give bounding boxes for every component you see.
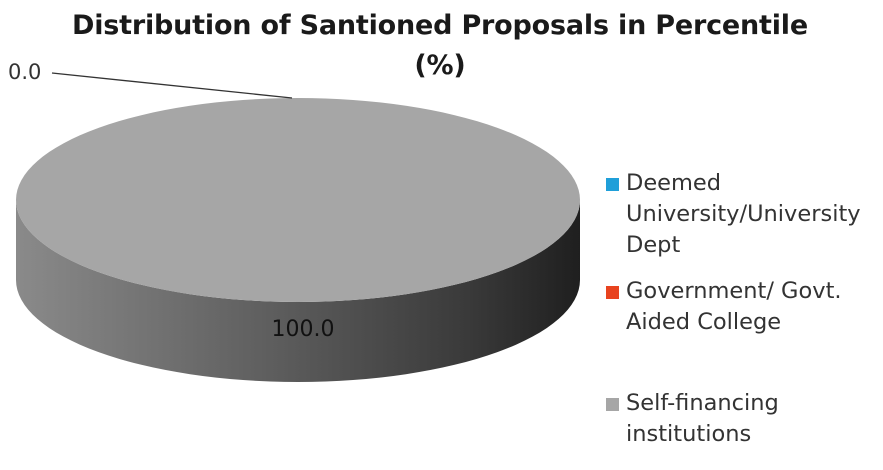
legend-swatch-red (606, 286, 619, 299)
legend-item-self-financing: Self-financing institutions (606, 388, 878, 450)
zero-label-leader-line (51, 72, 293, 99)
legend-label: Government/ Govt. Aided College (626, 278, 842, 335)
legend-label: Self-financing institutions (626, 390, 779, 447)
data-label-hundred: 100.0 (272, 317, 335, 342)
chart-legend: Deemed University/University Dept Govern… (606, 168, 878, 450)
legend-item-government-college: Government/ Govt. Aided College (606, 276, 878, 338)
legend-label: Deemed University/University Dept (626, 170, 861, 258)
data-label-zero: 0.0 (8, 60, 41, 84)
pie-slice-self-financing-top (16, 98, 580, 302)
legend-swatch-blue (606, 178, 619, 191)
legend-item-deemed-university: Deemed University/University Dept (606, 168, 878, 261)
legend-swatch-gray (606, 398, 619, 411)
pie-slice-self-financing-side (16, 200, 580, 382)
chart-title-line1: Distribution of Santioned Proposals in P… (72, 10, 808, 41)
chart-title-line2: (%) (414, 50, 466, 81)
chart-title: Distribution of Santioned Proposals in P… (60, 6, 820, 86)
